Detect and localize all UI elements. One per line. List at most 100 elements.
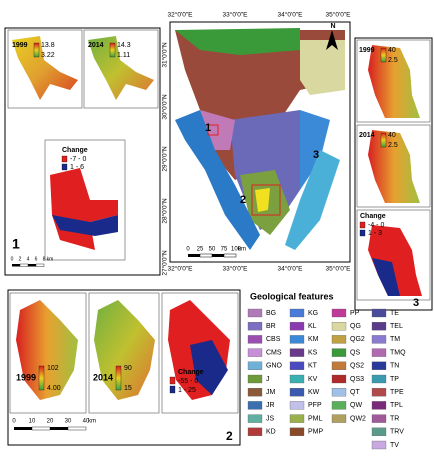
scale-label: km bbox=[238, 247, 246, 253]
scale-label: 30 bbox=[65, 419, 72, 425]
legend-min: 2.5 bbox=[388, 142, 398, 149]
legend-swatch bbox=[331, 374, 347, 384]
lat-label: 30°0'0"N bbox=[161, 94, 169, 120]
legend-code: QG2 bbox=[350, 336, 365, 343]
legend-swatch bbox=[371, 335, 387, 344]
legend-code: QS2 bbox=[350, 363, 364, 370]
legend-swatch bbox=[331, 348, 347, 357]
legend-code: TPL bbox=[390, 402, 403, 409]
site-maps bbox=[12, 36, 422, 400]
legend-code: KL bbox=[308, 323, 317, 330]
lat-label: 29°0'0"N bbox=[161, 146, 169, 172]
legend-code: TE bbox=[390, 310, 399, 317]
legend-code: TMQ bbox=[390, 349, 406, 356]
main-map bbox=[171, 23, 349, 261]
legend-swatch bbox=[371, 401, 387, 410]
legend-code: TM bbox=[390, 336, 400, 343]
legend-swatch bbox=[289, 322, 305, 331]
legend-min: 2.5 bbox=[388, 57, 398, 64]
legend-code: TV bbox=[390, 442, 399, 449]
legend-swatch bbox=[331, 322, 347, 331]
lon-label: 32°0'0"E bbox=[168, 11, 194, 19]
legend-code: QW bbox=[350, 402, 362, 409]
scale-label: 4 bbox=[27, 256, 30, 262]
legend-swatch bbox=[289, 374, 305, 384]
lon-label: 35°0'0"E bbox=[326, 265, 352, 273]
legend-swatch bbox=[371, 427, 387, 436]
legend-min: 1.11 bbox=[117, 52, 130, 59]
legend-code: KD bbox=[266, 429, 276, 436]
legend-code: PMP bbox=[308, 429, 324, 436]
swatch bbox=[61, 155, 68, 163]
scale-label: 40 bbox=[83, 419, 90, 425]
panel-label: 2 bbox=[226, 429, 233, 443]
legend-swatch bbox=[247, 414, 263, 423]
scale-label: 2 bbox=[19, 256, 22, 262]
north-arrow: N bbox=[330, 23, 335, 30]
legend-code: KM bbox=[308, 336, 319, 343]
legend-swatch bbox=[247, 322, 263, 331]
scale-label: 25 bbox=[197, 247, 204, 253]
legend-swatch bbox=[331, 361, 347, 370]
change-class: 1 - 25 bbox=[178, 387, 196, 394]
legend-title: Geological features bbox=[250, 291, 334, 301]
legend-swatch bbox=[247, 308, 263, 318]
lon-label: 35°0'0"E bbox=[326, 11, 352, 19]
scale-label: 100 bbox=[231, 247, 242, 253]
legend-code: KV bbox=[308, 376, 318, 383]
legend-swatch bbox=[331, 335, 347, 344]
site-label: 3 bbox=[313, 149, 319, 161]
swatch bbox=[359, 229, 366, 237]
lon-label: 33°0'0"E bbox=[223, 11, 249, 19]
year-label: 1999 bbox=[359, 47, 375, 54]
legend-swatch bbox=[289, 348, 305, 357]
lon-label: 32°0'0"E bbox=[168, 265, 194, 273]
legend-swatch bbox=[247, 388, 263, 397]
change-class: 1 - 6 bbox=[70, 164, 84, 171]
legend-min: 4.00 bbox=[47, 385, 61, 392]
change-title: Change bbox=[360, 213, 386, 220]
swatch bbox=[115, 365, 122, 391]
swatch bbox=[380, 132, 387, 148]
legend-code: KG bbox=[308, 310, 318, 317]
legend-code: KT bbox=[308, 363, 318, 370]
scale-label: 0 bbox=[11, 256, 14, 262]
legend-code: TN bbox=[390, 363, 399, 370]
swatch bbox=[169, 385, 176, 394]
scale-label: km bbox=[88, 419, 96, 425]
frames bbox=[4, 21, 433, 446]
legend-swatch bbox=[247, 401, 263, 410]
lat-label: 28°0'0"N bbox=[161, 198, 169, 224]
year-label: 1999 bbox=[16, 372, 36, 382]
legend-swatch bbox=[371, 440, 387, 450]
legend-code: TPE bbox=[390, 389, 404, 396]
swatch bbox=[359, 221, 366, 229]
change-class: -7 - 0 bbox=[70, 156, 86, 163]
legend-swatch bbox=[289, 388, 305, 397]
legend-code: GNO bbox=[266, 363, 283, 370]
scale-label: 75 bbox=[221, 247, 228, 253]
lat-label: 31°0'0"N bbox=[161, 42, 169, 68]
scale-label: 0 bbox=[186, 247, 190, 253]
legend-code: JM bbox=[266, 389, 276, 396]
legend-code: QG bbox=[350, 323, 361, 330]
legend-min: 3.22 bbox=[41, 52, 55, 59]
legend-code: JS bbox=[266, 415, 275, 422]
change-class: 1 - 3 bbox=[368, 230, 382, 237]
year-label: 2014 bbox=[93, 372, 113, 382]
year-label: 1999 bbox=[12, 42, 28, 49]
panel-label: 1 bbox=[12, 236, 20, 252]
legend-code: BG bbox=[266, 310, 276, 317]
legend-code: PP bbox=[350, 310, 360, 317]
legend-min: 15 bbox=[124, 385, 132, 392]
legend-swatch bbox=[371, 374, 387, 384]
scale-label: 20 bbox=[47, 419, 54, 425]
site-label: 2 bbox=[240, 194, 246, 206]
scale-bars bbox=[12, 263, 87, 431]
swatch bbox=[33, 42, 40, 58]
legend-code: QW2 bbox=[350, 415, 366, 422]
legend-swatch bbox=[289, 401, 305, 410]
year-label: 2014 bbox=[88, 42, 104, 49]
legend-swatch bbox=[331, 414, 347, 423]
legend-code: TRV bbox=[390, 429, 404, 436]
